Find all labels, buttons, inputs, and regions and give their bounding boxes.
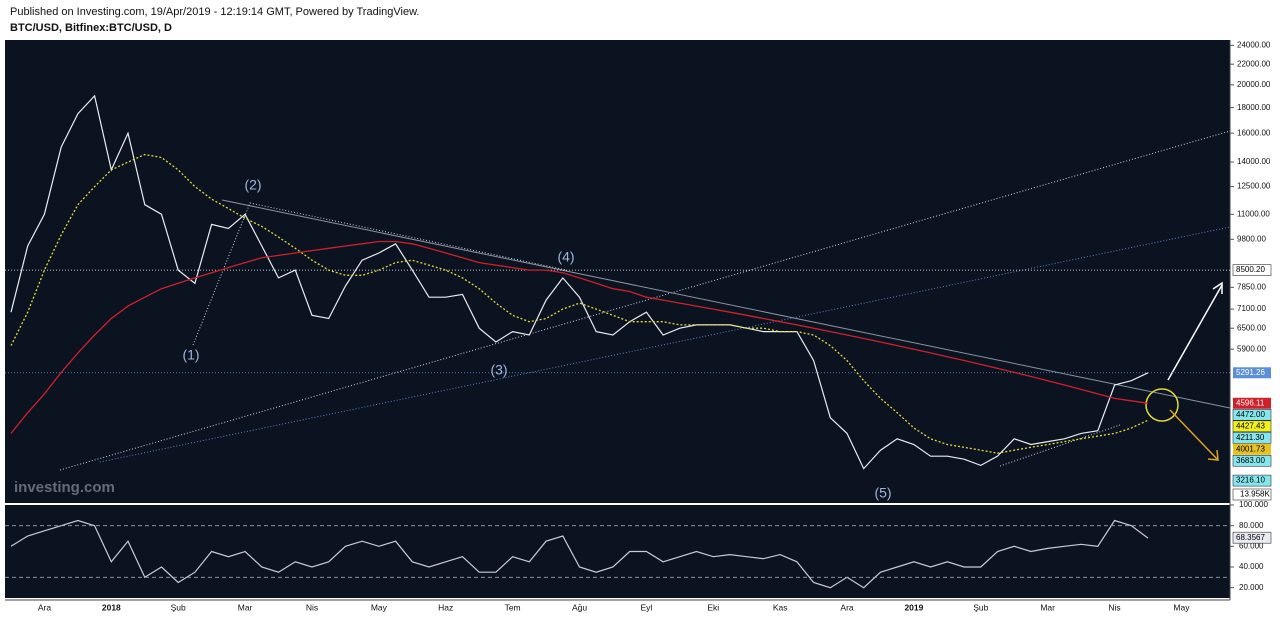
price-tag bbox=[1233, 443, 1271, 455]
y-tick-label: 60.000 bbox=[1239, 541, 1264, 550]
wave-label: (1) bbox=[182, 347, 199, 363]
wave-label: (3) bbox=[490, 362, 507, 378]
y-tick-label: 11000.00 bbox=[1237, 209, 1270, 218]
series-line bbox=[10, 153, 1149, 454]
y-tick-label: 20000.00 bbox=[1237, 80, 1271, 89]
trendline bbox=[999, 424, 1121, 467]
series-line bbox=[10, 240, 1149, 434]
price-tag-label: 4472.00 bbox=[1236, 410, 1265, 419]
y-tick-label: 7100.00 bbox=[1237, 304, 1266, 313]
price-tag-label: 4427.43 bbox=[1236, 421, 1265, 430]
price-tag bbox=[1233, 367, 1271, 379]
published-note: Published on Investing.com, 19/Apr/2019 … bbox=[10, 6, 419, 18]
y-tick-label: 14000.00 bbox=[1237, 157, 1271, 166]
volume-tag-label: 13.958K bbox=[1240, 490, 1270, 499]
x-tick-label: Şub bbox=[171, 602, 186, 612]
x-tick-label: Ağu bbox=[572, 602, 587, 612]
price-tag-label: 5291.26 bbox=[1236, 368, 1265, 377]
x-tick-label: Ara bbox=[38, 602, 52, 612]
x-tick-label: Haz bbox=[438, 602, 453, 612]
y-tick-label: 24000.00 bbox=[1237, 40, 1271, 49]
arrow bbox=[1167, 284, 1223, 381]
x-tick-label: Nis bbox=[306, 602, 318, 612]
symbol-title: BTC/USD, Bitfinex:BTC/USD, D bbox=[10, 22, 172, 34]
volume-tag bbox=[1232, 488, 1272, 501]
trendline bbox=[221, 199, 1231, 409]
trendline bbox=[59, 130, 1231, 471]
y-tick-label: 12500.00 bbox=[1237, 182, 1271, 191]
y-tick-label: 16000.00 bbox=[1237, 128, 1271, 137]
x-tick-label: Ara bbox=[840, 602, 854, 612]
wave-label: (2) bbox=[244, 177, 261, 193]
price-tag bbox=[1232, 420, 1272, 433]
y-tick-label: 7850.00 bbox=[1237, 282, 1266, 291]
y-tick-label: 6500.00 bbox=[1237, 323, 1266, 332]
y-tick-label: 40.000 bbox=[1239, 562, 1264, 571]
wave-label: (4) bbox=[557, 249, 574, 265]
price-tag bbox=[1233, 397, 1271, 409]
price-tag-label: 4596.11 bbox=[1236, 398, 1265, 407]
x-tick-label: 2019 bbox=[904, 602, 923, 612]
watermark: investing.com bbox=[14, 479, 115, 496]
arrow-head bbox=[1212, 281, 1223, 294]
x-tick-label: May bbox=[371, 602, 388, 612]
y-tick-label: 5900.00 bbox=[1237, 344, 1266, 353]
price-tag bbox=[1232, 431, 1272, 444]
rsi-tag bbox=[1232, 531, 1272, 544]
wave-label: (5) bbox=[874, 485, 891, 501]
series-line bbox=[10, 94, 1149, 470]
x-tick-label: Mar bbox=[1040, 602, 1055, 612]
y-tick-label: 18000.00 bbox=[1237, 103, 1271, 112]
price-tag-label: 4001.73 bbox=[1236, 444, 1265, 453]
x-tick-label: Kas bbox=[773, 602, 788, 612]
price-tag bbox=[1232, 264, 1272, 276]
wave-line bbox=[192, 202, 567, 346]
x-tick-label: Şub bbox=[973, 602, 988, 612]
series-line bbox=[10, 519, 1149, 589]
trendline bbox=[99, 226, 1231, 463]
price-axis bbox=[1231, 40, 1280, 619]
x-tick-label: 2018 bbox=[102, 602, 121, 612]
price-tag bbox=[1232, 454, 1272, 467]
price-tag-label: 8500.20 bbox=[1236, 265, 1265, 274]
y-tick-label: 100.000 bbox=[1239, 500, 1268, 509]
price-tag-label: 3683.00 bbox=[1236, 456, 1265, 465]
x-tick-label: May bbox=[1173, 602, 1190, 612]
x-tick-label: Eyl bbox=[640, 602, 652, 612]
trendlines bbox=[59, 130, 1231, 471]
price-tag bbox=[1232, 408, 1272, 421]
rsi-tag-label: 68.3567 bbox=[1236, 533, 1265, 542]
x-tick-label: Tem bbox=[505, 602, 521, 612]
y-tick-label: 9800.00 bbox=[1237, 234, 1266, 243]
y-tick-label: 80.000 bbox=[1239, 521, 1264, 530]
price-pane bbox=[5, 40, 1230, 503]
x-tick-label: Eki bbox=[707, 602, 719, 612]
price-tag-label: 4211.30 bbox=[1236, 433, 1265, 442]
y-tick-label: 20.000 bbox=[1239, 583, 1264, 592]
price-tag-label: 3216.10 bbox=[1236, 476, 1265, 485]
rsi-pane bbox=[5, 505, 1230, 598]
x-tick-label: Nis bbox=[1108, 602, 1120, 612]
x-tick-label: Mar bbox=[238, 602, 253, 612]
price-tag bbox=[1232, 474, 1272, 487]
y-tick-label: 22000.00 bbox=[1237, 59, 1271, 68]
arrow-head bbox=[1207, 449, 1219, 461]
highlight-circle bbox=[1145, 388, 1179, 422]
arrow bbox=[1169, 409, 1219, 461]
